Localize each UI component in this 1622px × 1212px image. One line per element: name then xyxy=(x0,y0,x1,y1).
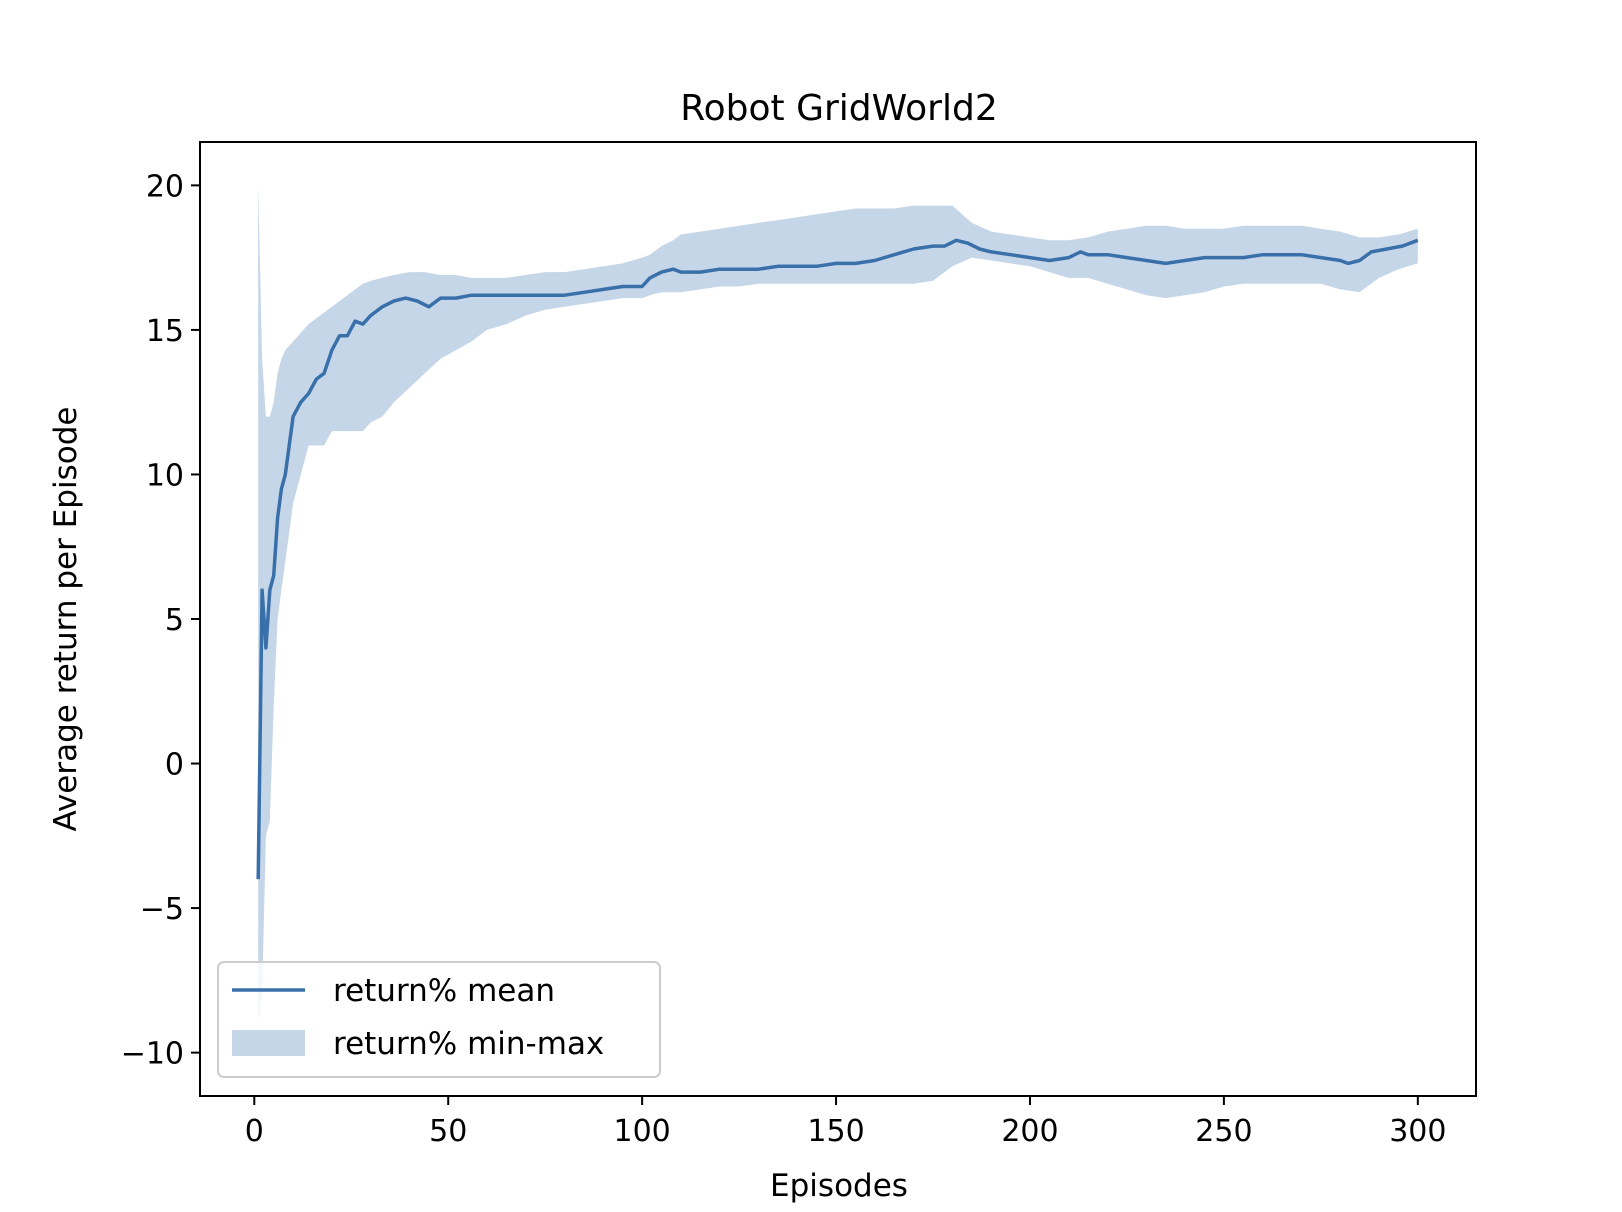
x-tick-label: 300 xyxy=(1389,1114,1446,1149)
y-tick-label: −10 xyxy=(121,1037,184,1072)
y-tick-label: 20 xyxy=(146,169,184,204)
legend-band-swatch xyxy=(232,1030,305,1056)
legend-label-minmax: return% min-max xyxy=(333,1026,604,1062)
x-tick-label: 0 xyxy=(245,1114,264,1149)
y-tick-label: 10 xyxy=(146,458,184,493)
y-tick-label: −5 xyxy=(140,892,184,927)
series-minmax-band xyxy=(258,185,1418,1024)
y-tick-label: 0 xyxy=(165,748,184,783)
y-tick-label: 5 xyxy=(165,603,184,638)
series-mean-line xyxy=(256,238,1419,880)
legend: return% mean return% min-max xyxy=(217,961,661,1078)
x-tick-label: 250 xyxy=(1195,1114,1252,1149)
x-tick-label: 100 xyxy=(614,1114,671,1149)
x-axis: 0 50 100 150 200 250 300 xyxy=(245,1096,1446,1149)
legend-frame xyxy=(217,961,661,1078)
x-tick-label: 200 xyxy=(1001,1114,1058,1149)
x-axis-label: Episodes xyxy=(770,1168,908,1204)
legend-label-mean: return% mean xyxy=(333,973,555,1009)
chart-title: Robot GridWorld2 xyxy=(680,88,997,129)
y-axis: −10 −5 0 5 10 15 20 xyxy=(121,169,200,1072)
plot-area xyxy=(256,185,1419,1024)
x-tick-label: 50 xyxy=(429,1114,467,1149)
y-axis-label: Average return per Episode xyxy=(48,407,84,832)
x-tick-label: 150 xyxy=(807,1114,864,1149)
y-tick-label: 15 xyxy=(146,314,184,349)
